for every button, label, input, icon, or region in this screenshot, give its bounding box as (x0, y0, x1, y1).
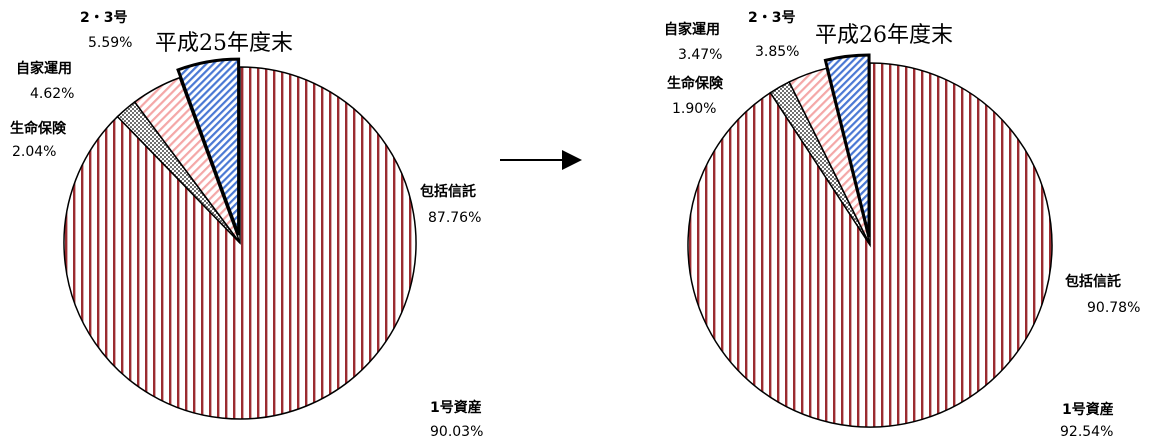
pie-chart-h26: 平成26年度末 包括信託 90.78% 生命保険 1.90% 自家運用 3.47… (664, 10, 1140, 439)
slice-label-value: 3.47% (678, 47, 722, 63)
chart-title: 平成26年度末 (815, 23, 953, 48)
pie-slice-4 (823, 53, 871, 238)
group-label-name: 1号資産 (430, 399, 482, 416)
slice-label-value: 1.90% (672, 101, 716, 117)
slice-label-name: 自家運用 (664, 21, 720, 38)
chart-title: 平成25年度末 (155, 31, 293, 56)
slice-label-name: 包括信託 (1065, 273, 1121, 290)
pie-chart-h25: 平成25年度末 包括信託 87.76% 生命保険 2.04% 自家運用 4.62… (10, 10, 483, 439)
slice-label-name: 生命保険 (667, 75, 724, 92)
pie-slices (687, 53, 1053, 428)
slice-label-value: 4.62% (30, 86, 74, 102)
slice-label-name: 包括信託 (420, 183, 476, 200)
slice-label-name: 生命保険 (10, 120, 67, 137)
pie-slices (63, 57, 417, 420)
slice-label-name: 自家運用 (16, 60, 72, 77)
slice-label-name: 2・3号 (748, 10, 795, 26)
slice-label-value: 87.76% (428, 210, 481, 226)
slice-label-value: 5.59% (88, 35, 132, 51)
pie-slice-4 (176, 57, 241, 236)
slice-label-value: 2.04% (12, 144, 56, 160)
group-label-value: 90.03% (430, 424, 483, 439)
group-label-value: 92.54% (1060, 424, 1113, 439)
slice-label-value: 3.85% (755, 44, 799, 60)
slice-label-name: 2・3号 (80, 10, 127, 26)
slice-label-value: 90.78% (1087, 300, 1140, 316)
group-label-name: 1号資産 (1062, 401, 1114, 418)
